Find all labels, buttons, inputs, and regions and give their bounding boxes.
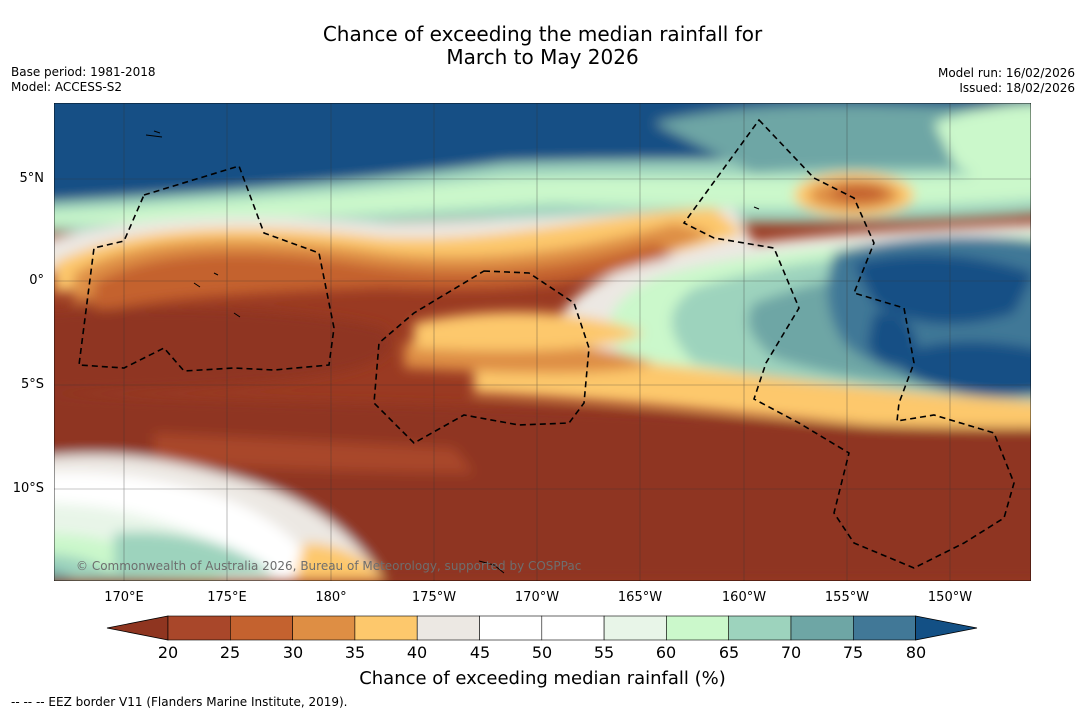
colorbar-bin-70-75 [790,615,854,641]
colorbar-bin-50-55 [541,615,605,641]
colorbar-bin-60-65 [666,615,730,641]
lon-label-170w: 170°W [514,590,560,605]
colorbar-bin-20-25 [167,615,231,641]
model-name: Model: ACCESS-S2 [11,80,123,94]
colorbar-bin-25-30 [230,615,293,641]
colorbar-tick-75: 75 [842,643,864,662]
colorbar-title: Chance of exceeding median rainfall (%) [359,668,726,689]
colorbar-bin-30-35 [292,615,356,641]
colorbar-bin-35-40 [354,615,418,641]
lon-label-170e: 170°E [104,590,144,605]
colorbar-tick-50: 50 [531,643,553,662]
lat-label-5s: 5°S [20,377,44,392]
lon-label-160w: 160°W [721,590,767,605]
lat-label-10s: 10°S [12,481,44,496]
colorbar-tick-80: 80 [905,643,927,662]
colorbar-bin-45-50 [479,615,543,641]
colorbar-bin-65-70 [728,615,792,641]
colorbar-bin-75-80 [852,615,916,641]
lon-label-155w: 155°W [824,590,870,605]
colorbar-tick-20: 20 [157,643,179,662]
lon-label-165w: 165°W [617,590,663,605]
colorbar-tick-60: 60 [655,643,677,662]
map-title-line1: Chance of exceeding the median rainfall … [322,22,763,46]
colorbar-tick-25: 25 [219,643,241,662]
lon-label-180: 180° [315,590,347,605]
copyright-notice: © Commonwealth of Australia 2026, Bureau… [76,559,582,573]
meta-left: Base period: 1981-2018 Model: ACCESS-S2 [11,65,156,95]
colorbar-tick-70: 70 [780,643,802,662]
rainfall-map[interactable] [54,103,1031,581]
issued-date: Issued: 18/02/2026 [959,81,1075,95]
map-title-line2: March to May 2026 [446,45,639,69]
lon-label-175w: 175°W [411,590,457,605]
lat-label-0: 0° [29,273,44,288]
colorbar-bin-55-60 [603,615,667,641]
colorbar-bin-40-45 [416,615,480,641]
colorbar-tick-30: 30 [282,643,304,662]
coastlines [145,130,760,574]
eez-footnote: -- -- -- EEZ border V11 (Flanders Marine… [11,695,348,709]
base-period: Base period: 1981-2018 [11,65,156,79]
colorbar-tick-55: 55 [593,643,615,662]
lat-label-5n: 5°N [19,171,45,186]
model-run: Model run: 16/02/2026 [937,66,1075,80]
colorbar-tick-40: 40 [406,643,428,662]
colorbar-arrow-high [915,615,978,641]
colorbar-tick-35: 35 [344,643,366,662]
meta-right: Model run: 16/02/2026 Issued: 18/02/2026 [938,66,1075,96]
colorbar-arrow-low [106,615,169,641]
colorbar-tick-45: 45 [469,643,491,662]
lon-label-150w: 150°W [927,590,973,605]
eez-borders [78,118,1015,569]
colorbar [106,615,978,641]
rainfall-field [54,103,1031,581]
colorbar-tick-65: 65 [718,643,740,662]
lon-label-175e: 175°E [207,590,247,605]
graticule [54,103,1031,581]
